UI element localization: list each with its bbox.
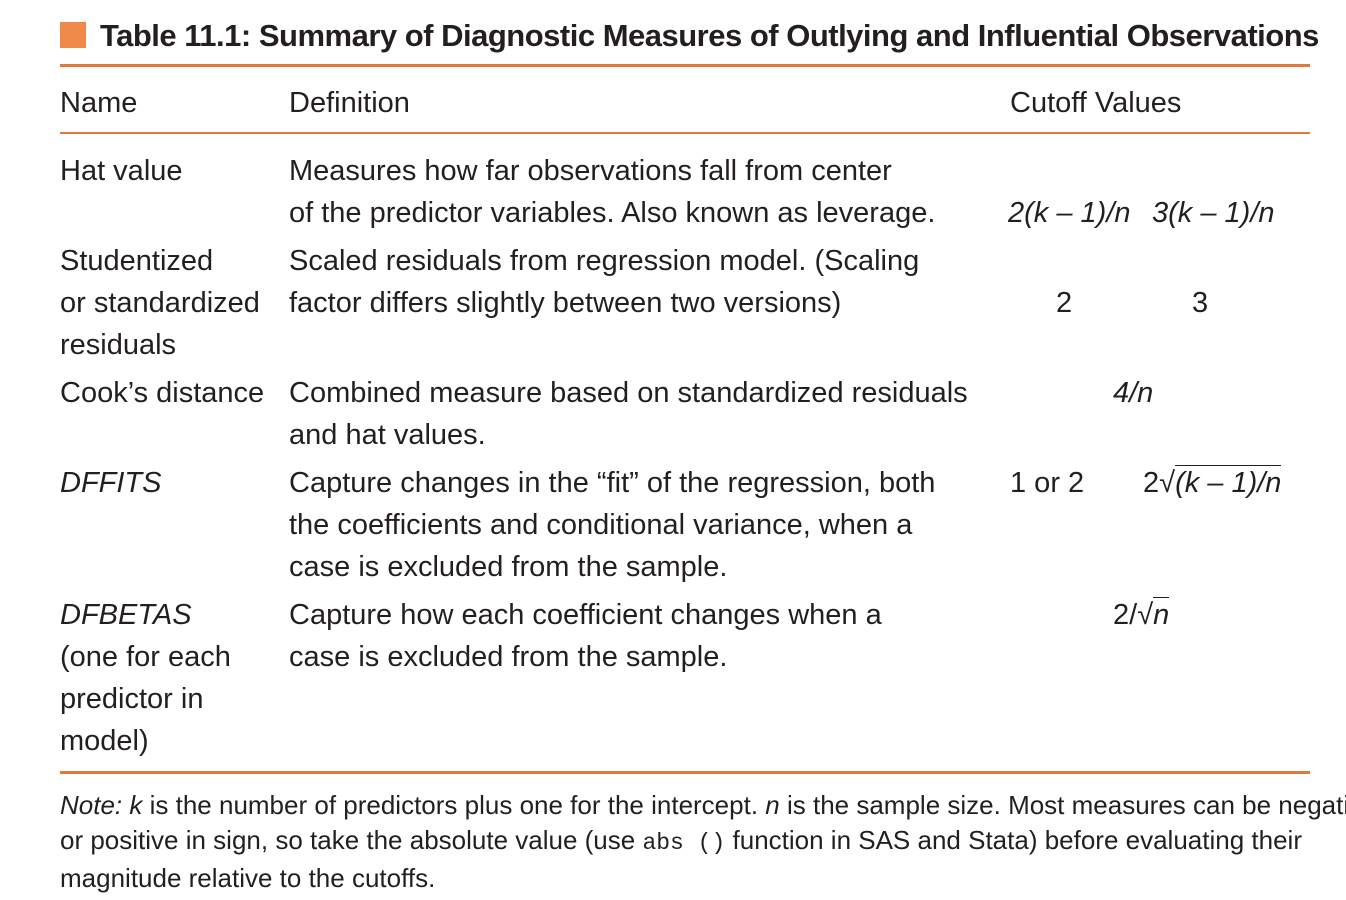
cutoff-value: 3: [1192, 287, 1209, 319]
header-rule: [60, 132, 1310, 134]
cutoff-value: 2: [1056, 287, 1073, 319]
table-note: Note: k is the number of predictors plus…: [60, 788, 1346, 896]
row-definition-line: the coefficients and conditional varianc…: [289, 509, 913, 541]
column-header-cutoff: Cutoff Values: [1010, 87, 1182, 119]
note-text: or positive in sign, so take the absolut…: [60, 825, 643, 855]
row-name: DFBETAS: [60, 599, 192, 631]
cutoff-value-radical: 2√(k – 1)/n: [1143, 462, 1282, 504]
note-text: function in SAS and Stata) before evalua…: [725, 825, 1302, 855]
sqrt-sign: √: [1159, 467, 1176, 499]
table-caption: Table 11.1: Summary of Diagnostic Measur…: [60, 18, 1319, 58]
column-header-definition: Definition: [289, 87, 410, 119]
table-title: Table 11.1: Summary of Diagnostic Measur…: [100, 18, 1319, 53]
cutoff-value: 3(k – 1)/n: [1152, 197, 1275, 229]
note-code: abs (): [642, 830, 726, 856]
row-name: DFFITS: [60, 467, 162, 499]
row-definition-line: Measures how far observations fall from …: [289, 155, 892, 187]
row-definition-line: Capture how each coefficient changes whe…: [289, 599, 882, 631]
note-text: is the sample size. Most measures can be…: [779, 790, 1346, 820]
caption-accent-square: [60, 22, 86, 48]
bottom-rule: [60, 771, 1310, 774]
row-definition-line: and hat values.: [289, 419, 486, 451]
cutoff-value-radical: 2/√n: [1113, 594, 1170, 636]
row-definition-line: case is excluded from the sample.: [289, 551, 728, 583]
row-definition-line: of the predictor variables. Also known a…: [289, 197, 936, 229]
row-definition-line: Capture changes in the “fit” of the regr…: [289, 467, 936, 499]
note-k: k: [129, 790, 143, 820]
row-name: Cook’s distance: [60, 377, 265, 409]
row-name: model): [60, 725, 149, 757]
sqrt-radicand: n: [1153, 597, 1170, 631]
row-name: Studentized: [60, 245, 214, 277]
cutoff-prefix: 2: [1143, 467, 1160, 499]
top-rule: [60, 64, 1310, 67]
cutoff-value: 4/n: [1113, 377, 1154, 409]
note-line: or positive in sign, so take the absolut…: [60, 823, 1310, 861]
row-name: (one for each: [60, 641, 231, 673]
row-name: or standardized: [60, 287, 260, 319]
sqrt-radicand: (k – 1)/n: [1175, 465, 1282, 499]
cutoff-value: 2(k – 1)/n: [1008, 197, 1131, 229]
note-text: is the number of predictors plus one for…: [142, 790, 766, 820]
row-definition-line: Combined measure based on standardized r…: [289, 377, 968, 409]
row-definition-line: factor differs slightly between two vers…: [289, 287, 842, 319]
sqrt-sign: √: [1137, 599, 1154, 631]
note-line: magnitude relative to the cutoffs.: [60, 863, 436, 893]
row-definition-line: case is excluded from the sample.: [289, 641, 728, 673]
cutoff-value: 1 or 2: [1010, 467, 1085, 499]
note-n: n: [765, 790, 780, 820]
row-definition-line: Scaled residuals from regression model. …: [289, 245, 920, 277]
row-name: predictor in: [60, 683, 204, 715]
cutoff-prefix: 2/: [1113, 599, 1138, 631]
note-label: Note:: [60, 790, 123, 820]
row-name: Hat value: [60, 155, 183, 187]
column-header-name: Name: [60, 87, 138, 119]
row-name: residuals: [60, 329, 177, 361]
note-line: Note: k is the number of predictors plus…: [60, 788, 1346, 823]
